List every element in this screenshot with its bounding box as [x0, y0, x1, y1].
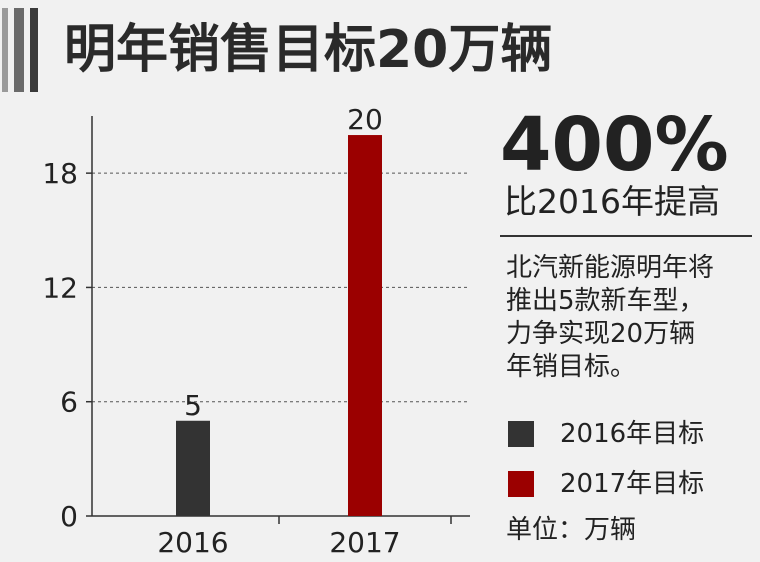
description-line: 年销目标。 — [506, 352, 637, 382]
growth-caption: 比2016年提高 — [504, 182, 720, 221]
title-decoration — [2, 8, 38, 92]
data-label: 20 — [347, 103, 383, 136]
x-tick-label: 2017 — [329, 526, 400, 559]
description: 北汽新能源明年将 推出5款新车型， 力争实现20万辆 年销目标。 — [506, 252, 756, 384]
y-tick-label: 12 — [42, 271, 78, 304]
bar-2017 — [348, 135, 382, 517]
legend-swatch-2017 — [508, 471, 534, 497]
divider — [500, 235, 752, 237]
description-line: 力争实现20万辆 — [506, 319, 696, 349]
data-label: 5 — [184, 389, 202, 422]
title-stripe — [14, 8, 24, 92]
unit-note: 单位：万辆 — [506, 515, 637, 545]
legend-label-2017: 2017年目标 — [560, 469, 705, 499]
description-line: 推出5款新车型， — [506, 286, 705, 316]
x-tick-label: 2016 — [157, 526, 228, 559]
bar-2016 — [176, 420, 210, 516]
description-line: 北汽新能源明年将 — [506, 253, 715, 283]
y-tick-label: 0 — [60, 500, 78, 533]
y-tick-label: 6 — [60, 386, 78, 419]
title-stripe — [30, 8, 38, 92]
legend-swatch-2016 — [508, 421, 534, 447]
title-stripe — [2, 8, 8, 92]
y-tick-label: 18 — [42, 157, 78, 190]
growth-percent: 400% — [500, 102, 729, 188]
legend-label-2016: 2016年目标 — [560, 419, 705, 449]
title-bar: 明年销售目标20万辆 — [0, 0, 760, 100]
page-title: 明年销售目标20万辆 — [64, 20, 553, 80]
